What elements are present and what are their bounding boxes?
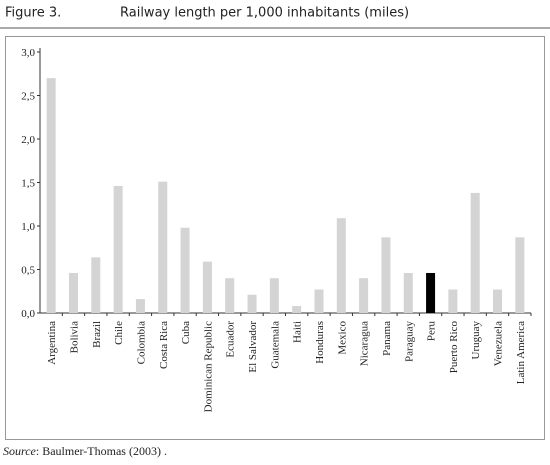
bar (225, 278, 235, 313)
bar (68, 272, 78, 313)
x-tick-label: Brazil (91, 321, 103, 348)
frame (5, 36, 545, 440)
bar (493, 289, 503, 313)
x-tick-label: El Salvador (247, 321, 259, 373)
bar (381, 237, 391, 313)
y-tick-label: 3,0 (21, 47, 35, 59)
y-tick-label: 2,0 (21, 134, 35, 146)
bar (292, 306, 302, 313)
source-text: : Baulmer-Thomas (2003) . (36, 444, 167, 458)
bar (470, 192, 480, 313)
y-tick-label: 2,5 (21, 91, 35, 103)
x-tick-label: Venezuela (493, 321, 505, 366)
bar (515, 237, 525, 313)
x-tick-label: Argentina (46, 321, 58, 365)
bar (113, 185, 123, 313)
x-tick-label: Paraguay (403, 321, 415, 362)
x-tick-label: Haiti (292, 321, 304, 343)
bar (314, 289, 324, 313)
x-tick-label: Costa Rica (158, 321, 170, 369)
x-tick-label: Mexico (336, 321, 348, 355)
bar (247, 294, 257, 313)
bar (269, 278, 279, 313)
x-tick-label: Ecuador (225, 321, 237, 358)
x-tick-label: Nicaragua (359, 321, 371, 366)
x-tick-label: Peru (426, 321, 438, 342)
x-tick-label: Uruguay (470, 321, 482, 360)
x-tick-label: Puerto Rico (448, 321, 460, 374)
x-tick-label: Panama (381, 321, 393, 356)
x-tick-label: Cuba (180, 321, 192, 344)
chart-title: Railway length per 1,000 inhabitants (mi… (120, 6, 409, 21)
bar (426, 272, 436, 313)
x-tick-label: Guatemala (269, 321, 281, 369)
bar (403, 272, 413, 313)
x-tick-label: Honduras (314, 321, 326, 364)
bar (359, 278, 369, 313)
bar (180, 227, 190, 313)
bar (448, 289, 458, 313)
x-tick-label: Colombia (135, 321, 147, 365)
bar (158, 181, 168, 313)
bar (135, 299, 145, 313)
bar (91, 257, 101, 313)
source-label: Source (3, 444, 37, 458)
bar (336, 218, 346, 313)
y-tick-label: 1,5 (21, 178, 35, 190)
bar (202, 261, 212, 313)
figure-label: Figure 3. (5, 6, 61, 21)
y-tick-label: 0,0 (21, 308, 35, 320)
bar (46, 78, 56, 313)
x-tick-label: Bolivia (68, 321, 80, 354)
source: Source: Baulmer-Thomas (2003) . (3, 444, 167, 458)
x-tick-label: Dominican Republic (202, 321, 214, 412)
x-tick-label: Chile (113, 321, 125, 345)
y-tick-label: 0,5 (21, 265, 35, 277)
x-tick-label: Latin America (515, 321, 527, 384)
y-tick-label: 1,0 (21, 221, 35, 233)
